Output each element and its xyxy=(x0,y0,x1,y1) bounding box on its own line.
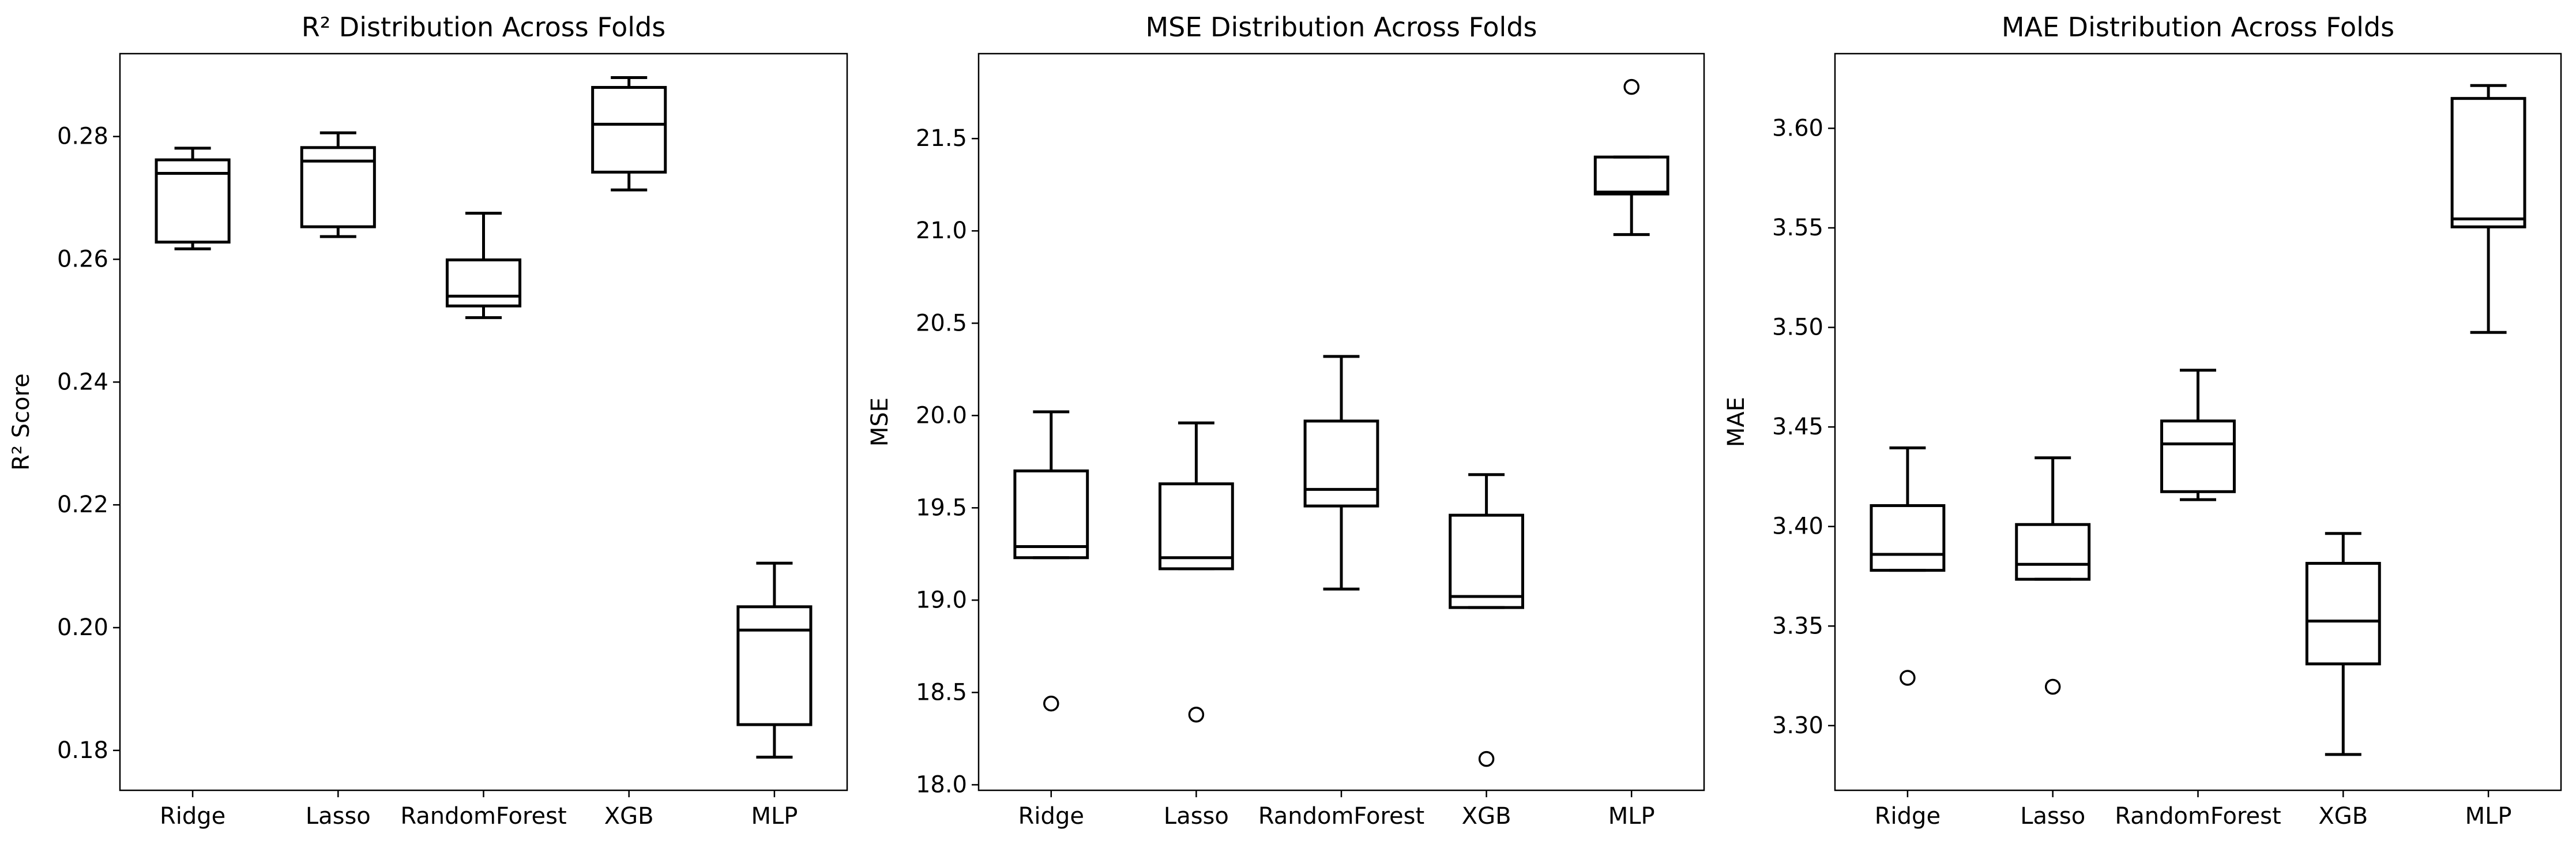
y-axis-label: MAE xyxy=(1723,397,1750,447)
outlier-point xyxy=(1189,708,1203,722)
x-tick-label: MLP xyxy=(2465,803,2512,830)
y-tick-label: 20.0 xyxy=(916,402,967,429)
iqr-box xyxy=(738,607,811,725)
x-tick-label: Ridge xyxy=(1875,803,1941,830)
x-tick-label: Lasso xyxy=(306,803,371,830)
y-tick-label: 3.35 xyxy=(1772,613,1823,639)
y-tick-label: 0.28 xyxy=(57,123,108,150)
box-mlp xyxy=(2452,85,2525,332)
chart-panel-2: MSE Distribution Across Folds MSE 18.0 18.5… xyxy=(867,12,1704,830)
x-tick-label: MLP xyxy=(751,803,798,830)
y-tick-label: 3.45 xyxy=(1772,414,1823,440)
y-tick-label: 21.5 xyxy=(916,125,967,152)
box-lasso xyxy=(302,133,374,237)
y-tick-label: 3.30 xyxy=(1772,712,1823,739)
x-tick-label: MLP xyxy=(1608,803,1655,830)
y-tick-label: 0.22 xyxy=(57,491,108,518)
x-tick-label: Lasso xyxy=(1164,803,1229,830)
iqr-box xyxy=(2162,421,2235,492)
chart-panel-3: MAE Distribution Across Folds MAE 3.30 3.35… xyxy=(1723,12,2561,830)
x-tick-label: XGB xyxy=(604,803,654,830)
outlier-point xyxy=(1624,80,1638,94)
box-ridge xyxy=(156,148,229,249)
box-lasso xyxy=(2017,458,2089,694)
box-mlp xyxy=(738,563,811,757)
x-tick-label: Ridge xyxy=(160,803,225,830)
x-tick-label: RandomForest xyxy=(2115,803,2281,830)
x-tick-label: XGB xyxy=(2318,803,2368,830)
x-tick-label: Ridge xyxy=(1018,803,1084,830)
iqr-box xyxy=(1015,471,1088,557)
iqr-box xyxy=(2307,564,2379,664)
iqr-box xyxy=(302,148,374,227)
y-tick-label: 18.0 xyxy=(916,771,967,798)
x-tick-label: RandomForest xyxy=(1258,803,1424,830)
iqr-box xyxy=(593,88,665,172)
box-randomforest xyxy=(2162,370,2235,500)
iqr-box xyxy=(1595,157,1668,194)
y-tick-label: 3.40 xyxy=(1772,513,1823,540)
box-xgb xyxy=(1450,475,1523,766)
outlier-point xyxy=(2046,680,2060,694)
box-xgb xyxy=(2307,534,2379,755)
y-tick-label: 3.50 xyxy=(1772,314,1823,341)
y-tick-label: 0.20 xyxy=(57,614,108,641)
y-axis-label: MSE xyxy=(867,397,893,446)
chart-panel-1: R² Distribution Across Folds R² Score 0.18… xyxy=(8,12,847,830)
y-tick-label: 21.0 xyxy=(916,217,967,244)
box-mlp xyxy=(1595,80,1668,235)
y-tick-label: 3.60 xyxy=(1772,115,1823,141)
x-tick-label: Lasso xyxy=(2020,803,2085,830)
box-ridge xyxy=(1871,448,1944,685)
iqr-box xyxy=(1160,484,1233,569)
x-tick-label: XGB xyxy=(1462,803,1511,830)
y-tick-label: 0.18 xyxy=(57,737,108,764)
y-axis-label: R² Score xyxy=(8,373,35,471)
y-tick-label: 20.5 xyxy=(916,310,967,336)
box-randomforest xyxy=(447,213,520,318)
y-tick-label: 18.5 xyxy=(916,679,967,706)
iqr-box xyxy=(1450,515,1523,607)
box-xgb xyxy=(593,78,665,190)
chart-title: MSE Distribution Across Folds xyxy=(1145,12,1537,43)
outlier-point xyxy=(1044,697,1058,711)
y-tick-label: 19.5 xyxy=(916,494,967,521)
chart-title: MAE Distribution Across Folds xyxy=(2002,12,2394,43)
iqr-box xyxy=(1871,505,1944,570)
y-tick-label: 0.24 xyxy=(57,369,108,395)
iqr-box xyxy=(447,260,520,306)
box-lasso xyxy=(1160,423,1233,722)
iqr-box xyxy=(2452,99,2525,227)
iqr-box xyxy=(2017,524,2089,579)
chart-title: R² Distribution Across Folds xyxy=(302,12,665,43)
iqr-box xyxy=(1305,421,1378,506)
outlier-point xyxy=(1901,671,1915,685)
y-tick-label: 0.26 xyxy=(57,246,108,272)
box-ridge xyxy=(1015,412,1088,711)
outlier-point xyxy=(1480,752,1494,766)
y-tick-label: 19.0 xyxy=(916,587,967,613)
y-tick-label: 3.55 xyxy=(1772,215,1823,241)
box-randomforest xyxy=(1305,357,1378,589)
x-tick-label: RandomForest xyxy=(400,803,566,830)
